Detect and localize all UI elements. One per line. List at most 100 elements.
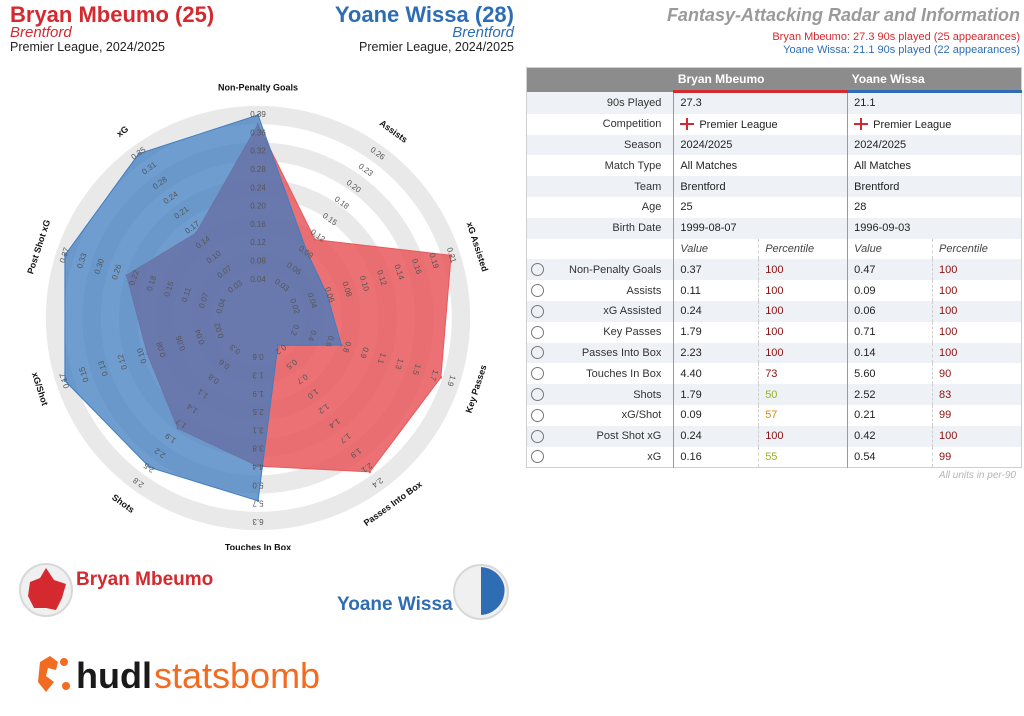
radar-tick-label: 5.7 xyxy=(252,499,264,508)
player2-legend-icon xyxy=(453,564,509,620)
radar-axis-label: Post Shot xG xyxy=(25,218,52,275)
radar-axis-label: xG xyxy=(115,124,131,139)
player1-info: 2024/2025 xyxy=(673,134,848,156)
player2-subtitle: Yoane Wissa: 21.1 90s played (22 appeara… xyxy=(783,44,1020,56)
radar-axis-label: Touches In Box xyxy=(225,542,291,550)
radar-point xyxy=(449,254,453,257)
radar-axis-label: Non-Penalty Goals xyxy=(218,82,298,92)
player2-percentile: 100 xyxy=(932,259,1022,281)
player2-percentile: 100 xyxy=(932,342,1022,364)
player2-value: 0.54 xyxy=(847,446,933,468)
info-row: 90s Played 27.3 21.1 xyxy=(526,91,1022,114)
player1-percentile: 55 xyxy=(758,446,848,468)
metric-icon xyxy=(531,346,544,360)
player1-percentile: 100 xyxy=(758,425,848,447)
metric-row: Post Shot xG 0.24 100 0.42 100 xyxy=(526,425,1022,447)
player1-info: 27.3 xyxy=(673,91,848,114)
player2-percentile: 100 xyxy=(932,321,1022,343)
stats-table: Bryan Mbeumo Yoane Wissa 90s Played 27.3 2… xyxy=(526,67,1022,469)
metric-icon xyxy=(531,367,544,381)
player1-competition: Premier League, 2024/2025 xyxy=(10,40,165,54)
radar-tick-label: 1.3 xyxy=(393,357,405,371)
radar-tick-label: 1.9 xyxy=(445,374,457,388)
player1-legend-name: Bryan Mbeumo xyxy=(76,569,214,590)
player1-info: Brentford xyxy=(673,176,848,197)
player2-value: 5.60 xyxy=(847,363,933,385)
radar-axis-label: Key Passes xyxy=(464,364,489,415)
player2-competition: Premier League, 2024/2025 xyxy=(359,40,514,54)
player2-value: 0.06 xyxy=(847,300,933,322)
player1-name: Bryan Mbeumo (25) xyxy=(10,2,215,27)
radar-point xyxy=(137,152,140,155)
player2-percentile: 99 xyxy=(932,446,1022,468)
radar-point xyxy=(439,376,443,379)
radar-point xyxy=(368,470,372,474)
radar-tick-label: 0.24 xyxy=(250,183,266,192)
radar-axis-label: xG Assisted xyxy=(465,221,490,273)
radar-point xyxy=(276,344,280,347)
player2-info: All Matches xyxy=(847,155,1022,177)
player2-value: 2.52 xyxy=(847,384,933,405)
player2-info: 1996-09-03 xyxy=(847,217,1022,239)
player2-info: Brentford xyxy=(847,176,1022,197)
player1-info: All Matches xyxy=(673,155,848,177)
radar-chart: 0.04 0.08 0.12 0.16 0.20 0.24 0.28 0.32 0.36 0.39… xyxy=(25,82,490,550)
radar-tick-label: 0.12 xyxy=(250,238,266,247)
player1-legend-icon xyxy=(19,563,73,617)
row-label: Season xyxy=(548,134,674,156)
metric-row: Key Passes 1.79 100 0.71 100 xyxy=(527,321,1022,343)
radar-tick-label: 0.39 xyxy=(250,110,266,119)
value-header: Value xyxy=(673,238,759,260)
player2-percentile: 100 xyxy=(932,300,1022,322)
info-row: Season 2024/2025 2024/2025 xyxy=(526,134,1022,156)
radar-tick-label: 2.5 xyxy=(252,407,264,416)
chart-title: Fantasy-Attacking Radar and Information xyxy=(666,5,1020,25)
radar-tick-label: 3.1 xyxy=(252,425,264,434)
metric-label: xG Assisted xyxy=(548,300,674,322)
radar-tick-label: 1.7 xyxy=(428,369,440,383)
column-subheader: Value Percentile Value Percentile xyxy=(527,238,1022,260)
info-row: Competition Premier League Premier League xyxy=(527,113,1022,135)
player1-percentile: 100 xyxy=(758,280,848,301)
england-flag-icon xyxy=(680,117,695,130)
player1-value: 0.09 xyxy=(673,404,759,426)
player1-value: 2.23 xyxy=(673,342,759,364)
player1-percentile: 57 xyxy=(758,404,848,426)
player2-percentile: 100 xyxy=(932,425,1022,447)
radar-tick-label: 6.3 xyxy=(252,517,264,526)
metric-row: Assists 0.11 100 0.09 100 xyxy=(527,280,1022,301)
player1-percentile: 50 xyxy=(758,384,848,405)
player2-team: Brentford xyxy=(452,24,514,41)
radar-point xyxy=(256,113,260,117)
info-row: Team Brentford Brentford xyxy=(526,176,1022,197)
radar-tick-label: 1.1 xyxy=(376,352,388,366)
player1-percentile: 73 xyxy=(758,363,848,385)
brand-logo: hudl statsbomb xyxy=(38,655,320,696)
player2-percentile: 90 xyxy=(932,363,1022,385)
metric-icon xyxy=(531,284,544,298)
metric-label: Non-Penalty Goals xyxy=(548,259,674,281)
radar-point xyxy=(256,499,260,502)
radar-tick-label: 0.36 xyxy=(250,128,266,137)
radar-tick-label: 0.04 xyxy=(250,275,266,284)
metric-icon xyxy=(531,408,544,422)
radar-tick-label: 0.6 xyxy=(252,352,264,361)
metric-label: Passes Into Box xyxy=(548,342,674,364)
player1-value: 1.79 xyxy=(673,384,759,405)
radar-tick-label: 1.3 xyxy=(252,370,264,379)
value-header: Value xyxy=(847,238,933,260)
metric-icon xyxy=(531,450,544,464)
radar-tick-label: 0.6 xyxy=(323,335,335,349)
metric-row: Non-Penalty Goals 0.37 100 0.47 100 xyxy=(526,259,1022,281)
player2-info: 2024/2025 xyxy=(847,134,1022,156)
metric-icon xyxy=(531,304,544,318)
radar-point xyxy=(148,466,151,469)
header-player2: Yoane Wissa xyxy=(847,67,1022,93)
player2-value: 0.14 xyxy=(847,342,933,364)
radar-tick-label: 0.16 xyxy=(250,220,266,229)
england-flag-icon xyxy=(854,117,869,130)
radar-point xyxy=(313,238,317,241)
radar-tick-label: 0.2 xyxy=(289,323,301,337)
player1-percentile: 100 xyxy=(758,321,848,343)
player1-value: 4.40 xyxy=(673,363,759,385)
